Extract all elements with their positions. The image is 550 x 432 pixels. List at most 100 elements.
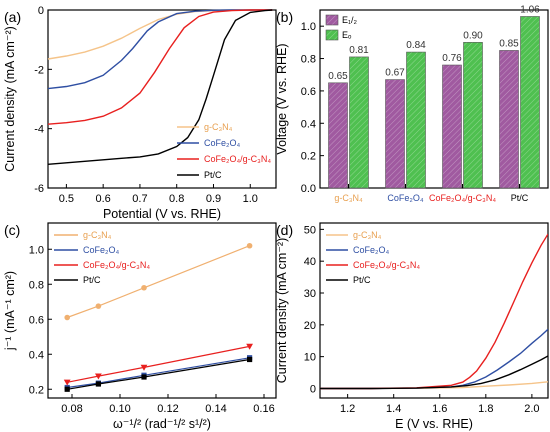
data-point: [63, 379, 71, 386]
y-tick-label: 0.0: [301, 183, 316, 195]
x-axis-label: Potential (V vs. RHE): [103, 207, 221, 221]
y-tick-label: 50: [304, 224, 316, 236]
bar: [442, 64, 462, 189]
y-tick-label: 0.4: [301, 118, 316, 130]
legend-label: E₁/₂: [342, 15, 358, 25]
series-line: [320, 355, 548, 390]
data-point: [141, 284, 147, 291]
y-tick-label: 0.2: [29, 384, 44, 396]
y-tick-label: 0.4: [29, 349, 44, 361]
bar: [406, 51, 426, 189]
panel-d: 0 10 20 30 40 50 Current density (mA cm⁻²) 1.2 1…: [275, 222, 549, 431]
y-tick-label: 30: [304, 288, 316, 300]
data-point: [64, 386, 70, 392]
panel-c: 0.2 0.4 0.6 0.8 1.0 j⁻¹ (mA⁻¹ cm²) 0.08 0.10 0.1…: [3, 222, 277, 431]
y-tick-label: 1.0: [301, 21, 316, 33]
y-tick-label: 20: [304, 320, 316, 332]
series-line: [320, 233, 548, 390]
y-tick-label: 0.8: [29, 279, 44, 291]
bar-data-label: 1.06: [520, 4, 540, 15]
bar-data-label: 0.76: [442, 53, 462, 64]
plot-frame: [319, 9, 549, 189]
data-point: [64, 314, 70, 321]
y-tick-label: 0.6: [29, 314, 44, 326]
x-tick-label: 0.16: [253, 403, 274, 415]
series-line: [47, 9, 273, 90]
y-axis-label: j⁻¹ (mA⁻¹ cm²): [3, 271, 17, 351]
y-tick-label: 0: [38, 5, 44, 17]
legend-label: g-C₃N₄: [353, 230, 382, 240]
y-tick-label: 0: [310, 383, 316, 395]
series-line: [47, 9, 273, 125]
x-tick-label: 0.14: [205, 403, 226, 415]
y-axis-label: Current density (mA cm⁻²): [3, 26, 17, 172]
legend-label: Pt/C: [204, 170, 222, 180]
data-point: [246, 242, 253, 249]
panel-label: (d): [276, 222, 293, 238]
bar-data-label: 0.85: [499, 38, 519, 49]
data-point: [247, 356, 253, 363]
x-tick-label: 1.4: [386, 403, 401, 415]
legend-label: CoFe₂O₄/g-C₃N₄: [204, 154, 271, 164]
bar-data-label: 0.84: [406, 40, 426, 51]
data-point: [95, 303, 102, 309]
fit-line: [67, 358, 250, 390]
x-axis-label: ω⁻¹/² (rad⁻¹/² s¹/²): [113, 417, 211, 431]
bar-data-label: 0.81: [349, 45, 369, 56]
y-axis-label: Voltage (V vs. RHE): [275, 43, 289, 154]
fit-line: [66, 245, 250, 319]
y-tick-label: -4: [34, 124, 44, 136]
data-point: [141, 374, 147, 380]
y-tick-label: 40: [304, 256, 316, 268]
legend-label: Eₒ: [342, 30, 352, 40]
y-tick-label: -6: [34, 183, 44, 195]
plot-frame: [47, 9, 277, 189]
x-tick-label: 0.6: [96, 193, 111, 205]
series-line: [47, 9, 273, 60]
bar-data-label: 0.67: [385, 68, 405, 79]
panel-label: (a): [4, 9, 21, 25]
legend-label: CoFe₂O₄: [204, 138, 241, 148]
x-tick-label: 0.5: [59, 193, 74, 205]
category-label: Pt/C: [511, 193, 529, 203]
y-tick-label: 0.6: [301, 86, 316, 98]
x-tick-label: 1.8: [478, 403, 493, 415]
x-tick-label: 0.8: [169, 193, 184, 205]
bar: [463, 42, 483, 189]
bar: [349, 56, 369, 189]
x-tick-label: 0.08: [61, 403, 82, 415]
y-axis-label: Current density (mA cm⁻²): [275, 238, 289, 384]
x-tick-label: 1.6: [432, 403, 447, 415]
x-axis-label: E (V vs. RHE): [395, 417, 473, 431]
panel-b: 0.65 0.81 g-C₃N₄ 0.67 0.84 CoFe₂O₄ 0.76 0.90 CoF…: [275, 4, 549, 203]
fit-line: [67, 357, 250, 389]
category-label: g-C₃N₄: [334, 193, 363, 203]
legend-label: CoFe₂O₄: [83, 245, 120, 255]
x-tick-label: 0.9: [206, 193, 221, 205]
y-tick-label: 0.8: [301, 54, 316, 66]
legend-label: g-C₃N₄: [83, 230, 112, 240]
data-point: [95, 381, 101, 387]
fit-line: [67, 345, 250, 383]
x-tick-label: 1.2: [340, 403, 355, 415]
plot-frame: [47, 222, 277, 399]
legend-label: CoFe₂O₄: [353, 245, 390, 255]
legend-label: Pt/C: [83, 275, 101, 285]
x-tick-label: 0.12: [157, 403, 178, 415]
legend-label: CoFe₂O₄/g-C₃N₄: [353, 260, 420, 270]
x-tick-label: 2.0: [524, 403, 539, 415]
legend-label: Pt/C: [353, 275, 371, 285]
data-point: [246, 343, 253, 350]
category-label: CoFe₂O₄: [387, 193, 424, 203]
x-tick-label: 0.10: [109, 403, 130, 415]
y-tick-label: 0.2: [301, 151, 316, 163]
plot-frame: [319, 222, 549, 399]
bar-data-label: 0.90: [463, 30, 483, 41]
series-line: [47, 9, 273, 165]
bar: [499, 50, 519, 189]
legend-label: g-C₃N₄: [204, 122, 233, 132]
bar: [385, 79, 405, 189]
panel-label: (b): [276, 9, 293, 25]
bar-data-label: 0.65: [328, 71, 348, 82]
